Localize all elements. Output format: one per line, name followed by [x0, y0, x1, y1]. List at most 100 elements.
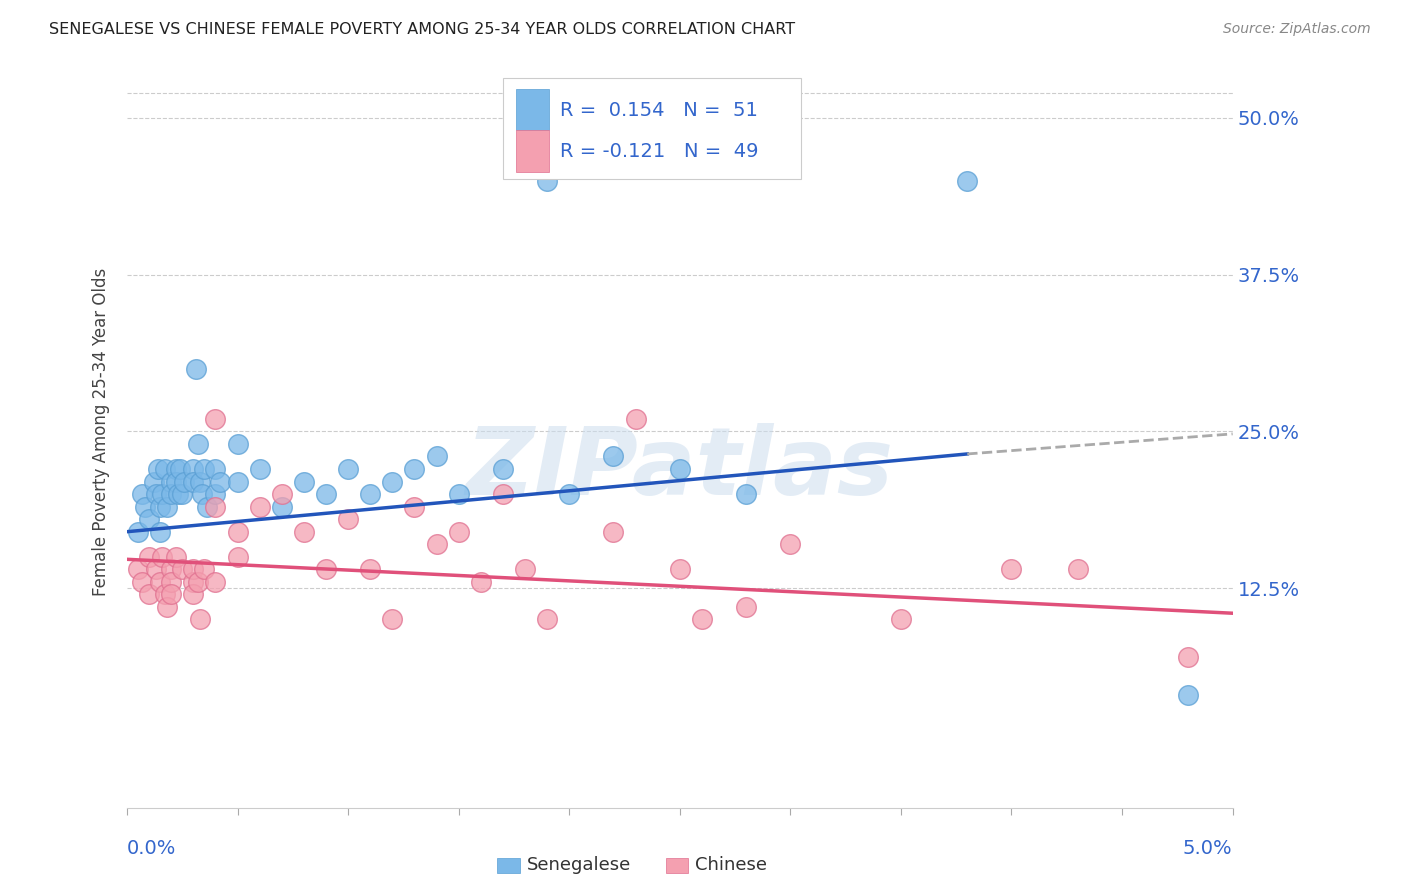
Point [165, 462, 187, 476]
Point [204, 412, 226, 426]
Point [127, 562, 149, 576]
Point [492, 487, 515, 501]
Point [153, 462, 176, 476]
Point [156, 599, 179, 614]
FancyBboxPatch shape [516, 130, 550, 172]
Point [195, 500, 218, 514]
Point [315, 487, 337, 501]
Point [404, 500, 426, 514]
Point [165, 475, 187, 489]
Point [536, 173, 558, 187]
Point [602, 524, 624, 539]
Point [470, 574, 492, 589]
Point [172, 487, 194, 501]
Point [735, 599, 758, 614]
Point [226, 549, 249, 564]
Point [166, 487, 188, 501]
Point [669, 462, 692, 476]
Point [183, 587, 205, 601]
Point [187, 574, 209, 589]
Point [690, 613, 713, 627]
FancyBboxPatch shape [516, 89, 550, 130]
Text: R =  0.154   N =  51: R = 0.154 N = 51 [561, 101, 758, 120]
Point [1177, 650, 1199, 665]
Point [204, 487, 226, 501]
Point [270, 500, 292, 514]
Point [337, 512, 360, 526]
Point [359, 562, 381, 576]
Text: SENEGALESE VS CHINESE FEMALE POVERTY AMONG 25-34 YEAR OLDS CORRELATION CHART: SENEGALESE VS CHINESE FEMALE POVERTY AMO… [49, 22, 796, 37]
Point [1177, 688, 1199, 702]
Point [150, 549, 173, 564]
Point [315, 562, 337, 576]
Point [270, 487, 292, 501]
Text: 0.0%: 0.0% [127, 838, 176, 858]
Text: Senegalese: Senegalese [527, 855, 631, 873]
Point [183, 562, 205, 576]
Point [249, 500, 271, 514]
Point [131, 574, 153, 589]
Point [173, 475, 195, 489]
Point [188, 613, 211, 627]
Point [188, 475, 211, 489]
Point [204, 574, 226, 589]
Text: Chinese: Chinese [696, 855, 768, 873]
Point [160, 475, 183, 489]
Point [602, 450, 624, 464]
Point [191, 487, 214, 501]
Point [226, 437, 249, 451]
Point [184, 361, 207, 376]
Point [134, 500, 156, 514]
Point [381, 613, 404, 627]
Point [169, 462, 191, 476]
Point [337, 462, 360, 476]
Text: R = -0.121   N =  49: R = -0.121 N = 49 [561, 142, 759, 161]
Point [204, 462, 226, 476]
Point [156, 500, 179, 514]
Point [149, 524, 172, 539]
Point [624, 412, 647, 426]
Point [145, 487, 167, 501]
Point [492, 462, 515, 476]
Point [183, 462, 205, 476]
Point [204, 500, 226, 514]
Point [426, 537, 449, 551]
Point [160, 587, 183, 601]
Point [208, 475, 231, 489]
Point [149, 574, 172, 589]
Point [1067, 562, 1090, 576]
Point [165, 549, 187, 564]
Point [150, 487, 173, 501]
Point [404, 462, 426, 476]
Point [735, 487, 758, 501]
Point [513, 562, 536, 576]
Point [193, 562, 215, 576]
Point [138, 512, 160, 526]
Point [226, 475, 249, 489]
Point [160, 562, 183, 576]
Point [381, 475, 404, 489]
Point [153, 587, 176, 601]
Y-axis label: Female Poverty Among 25-34 Year Olds: Female Poverty Among 25-34 Year Olds [93, 268, 110, 596]
Text: 5.0%: 5.0% [1182, 838, 1233, 858]
Point [359, 487, 381, 501]
Point [138, 549, 160, 564]
Point [890, 613, 912, 627]
Point [558, 487, 581, 501]
FancyBboxPatch shape [503, 78, 801, 179]
Point [131, 487, 153, 501]
Text: ZIPatlas: ZIPatlas [465, 423, 894, 515]
Point [447, 487, 470, 501]
Point [292, 524, 315, 539]
Point [183, 475, 205, 489]
Point [956, 173, 979, 187]
Point [142, 475, 165, 489]
Point [447, 524, 470, 539]
Point [145, 562, 167, 576]
Point [226, 524, 249, 539]
Point [160, 574, 183, 589]
Point [292, 475, 315, 489]
Point [127, 524, 149, 539]
Point [249, 462, 271, 476]
Point [183, 574, 205, 589]
